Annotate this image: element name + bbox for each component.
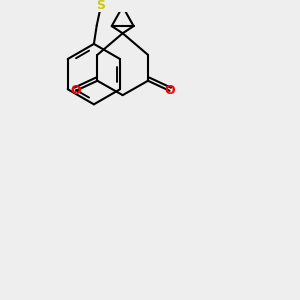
Text: S: S [97,0,106,12]
Text: O: O [70,84,81,97]
Text: O: O [164,84,175,97]
